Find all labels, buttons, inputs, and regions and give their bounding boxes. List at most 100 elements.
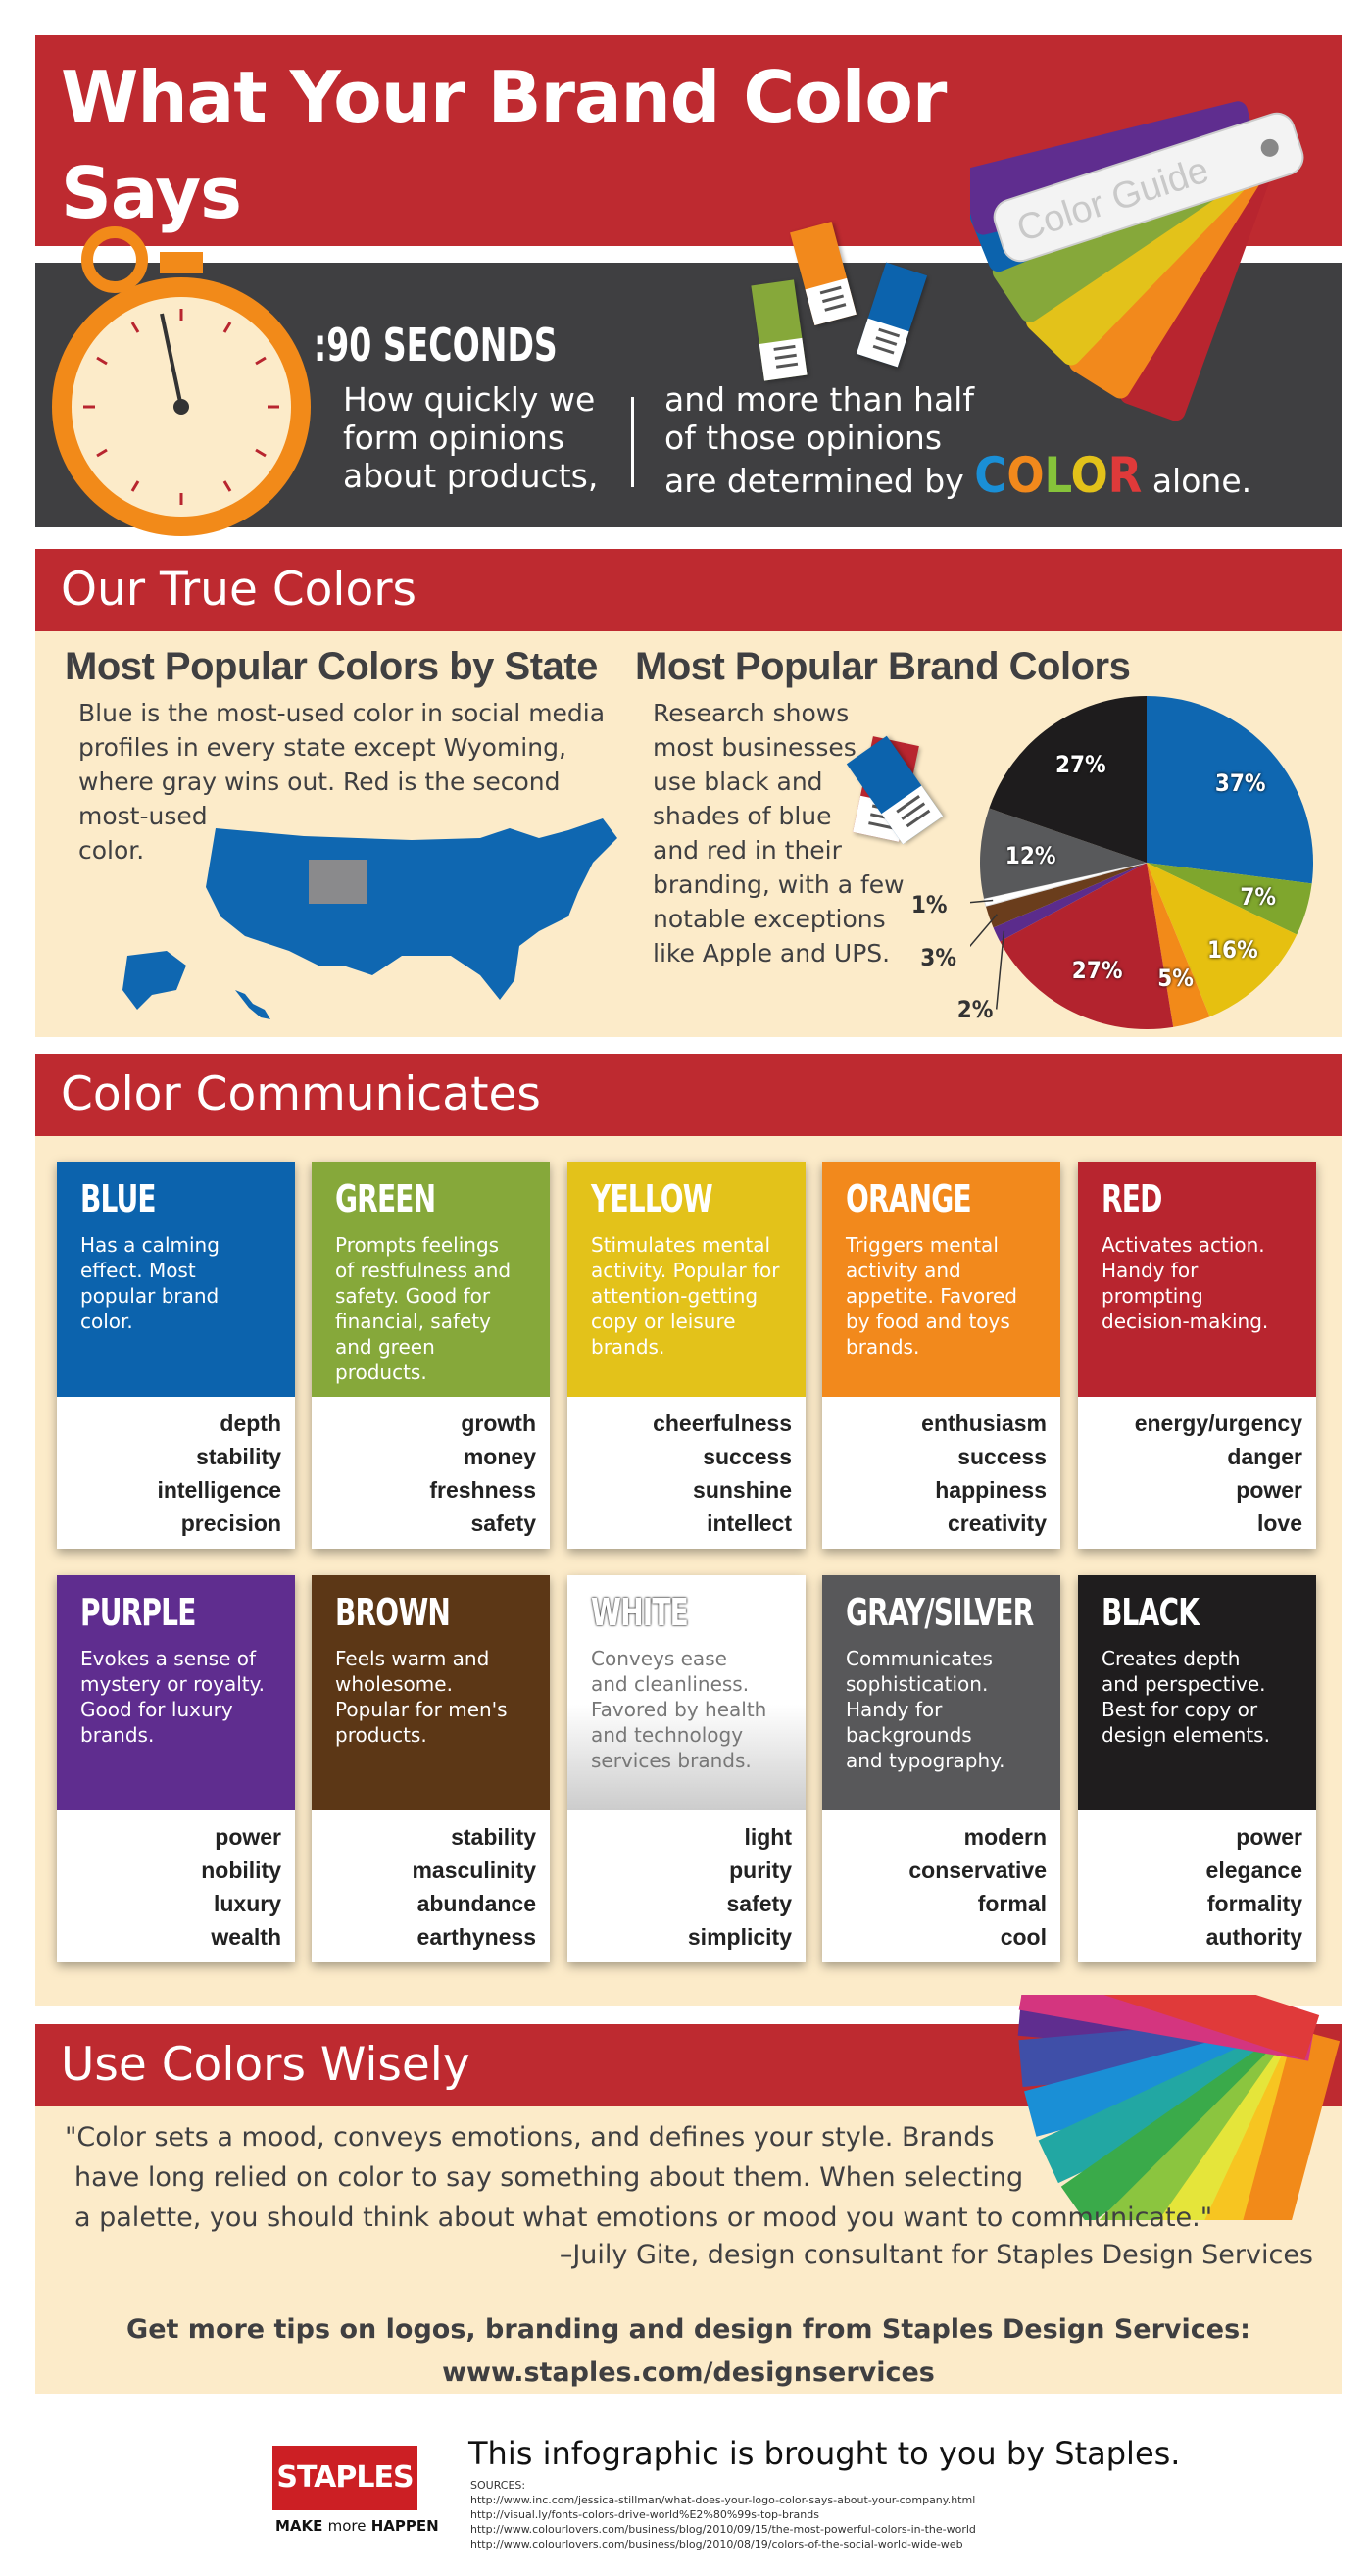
pie-slice [993, 863, 1147, 942]
keyword: cheerfulness [653, 1411, 792, 1436]
keyword: depth [220, 1411, 281, 1436]
designservices-link[interactable]: www.staples.com/designservices [442, 2357, 935, 2388]
keyword: conservative [908, 1858, 1047, 1883]
keyword: freshness [429, 1477, 536, 1503]
keyword: earthyness [416, 1924, 536, 1950]
color-card-name: BROWN [335, 1591, 451, 1634]
brought-by: This infographic is brought to you by St… [468, 2435, 1181, 2472]
color-card-desc: Triggers mental activity and appetite. Fav… [846, 1233, 1017, 1359]
keyword: stability [196, 1444, 281, 1469]
color-card-keywords: enthusiasm success happiness creativity [822, 1397, 1060, 1540]
us-map-icon [122, 818, 617, 1019]
keyword: authority [1205, 1924, 1302, 1950]
color-card-keywords: growth money freshness safety [312, 1397, 550, 1540]
keyword: simplicity [687, 1924, 792, 1950]
color-card-name: RED [1102, 1177, 1162, 1220]
color-card-desc: Communicates sophistication. Handy for back… [846, 1647, 1005, 1772]
keyword: purity [729, 1858, 792, 1883]
stat-right-text: and more than half of those opinions are… [664, 380, 1252, 504]
keyword: precision [180, 1511, 281, 1536]
tips-line: Get more tips on logos, branding and des… [126, 2314, 1250, 2345]
source-link[interactable]: http://www.inc.com/jessica-stillman/what… [470, 2494, 976, 2506]
color-card-desc: Feels warm and wholesome. Popular for men'… [335, 1647, 508, 1747]
color-card-keywords: light purity safety simplicity [567, 1810, 806, 1954]
color-card-gray-silver: GRAY/SILVER Communicates sophistication. Ha… [822, 1575, 1060, 1962]
keyword: love [1256, 1511, 1302, 1536]
keyword: creativity [947, 1511, 1047, 1536]
color-card-keywords: energy/urgency danger power love [1078, 1397, 1316, 1540]
stopwatch-icon [52, 226, 311, 536]
brand-title: Most Popular Brand Colors [635, 645, 1131, 688]
color-card-desc: Creates depth and perspective. Best for co… [1102, 1647, 1270, 1747]
keyword: cool [1000, 1924, 1047, 1950]
pie-slice [1147, 696, 1313, 884]
color-fan-icon [1017, 1995, 1341, 2220]
color-card-green: GREEN Prompts feelings of restfulness and s… [312, 1162, 550, 1549]
source-link[interactable]: http://www.colourlovers.com/business/blo… [470, 2538, 963, 2551]
color-card-orange: ORANGE Triggers mental activity and appetit… [822, 1162, 1060, 1549]
staples-logo[interactable]: STAPLES [272, 2446, 417, 2510]
tips: Get more tips on logos, branding and des… [35, 2308, 1342, 2395]
brand-text: Research shows most businesses use black… [653, 699, 905, 967]
color-card-desc: Prompts feelings of restfulness and safety… [335, 1233, 512, 1384]
keyword: light [744, 1824, 792, 1850]
color-card-keywords: modern conservative formal cool [822, 1810, 1060, 1954]
stat-left-text: How quickly we form opinions about produ… [343, 380, 599, 495]
pie-slice [1147, 863, 1210, 1027]
color-card-desc: Evokes a sense of mystery or royalty. Good… [80, 1647, 265, 1747]
keyword: elegance [1205, 1858, 1302, 1883]
keyword: money [463, 1444, 536, 1469]
keyword: growth [461, 1411, 536, 1436]
true-colors-bar: Our True Colors [35, 549, 1342, 631]
color-guide-fan-icon: Color Guide [970, 101, 1304, 421]
keyword: intellect [707, 1511, 792, 1536]
color-card-name: WHITE [591, 1591, 689, 1634]
color-card-name: GRAY/SILVER [846, 1591, 1034, 1634]
color-card-desc: Activates action. Handy for prompting decis… [1102, 1233, 1269, 1333]
pie-leader-line [970, 914, 998, 948]
pie-leader-line [995, 930, 1005, 1010]
color-card-name: BLACK [1102, 1591, 1200, 1634]
pie-slice [983, 862, 1148, 907]
quote: "Color sets a mood, conveys emotions, an… [65, 2122, 1213, 2233]
pie-slice [1000, 863, 1174, 1029]
color-card-yellow: YELLOW Stimulates mental activity. Popular… [567, 1162, 806, 1549]
source-link[interactable]: http://visual.ly/fonts-colors-drive-worl… [470, 2508, 819, 2521]
color-card-name: PURPLE [80, 1591, 196, 1634]
pie-leader-line [970, 899, 994, 904]
state-title: Most Popular Colors by State [65, 645, 598, 688]
color-card-keywords: depth stability intelligence precision [57, 1397, 295, 1540]
keyword: happiness [935, 1477, 1047, 1503]
keyword: power [1236, 1824, 1302, 1850]
keyword: energy/urgency [1134, 1411, 1302, 1436]
color-card-brown: BROWN Feels warm and wholesome. Popular for… [312, 1575, 550, 1962]
keyword: intelligence [157, 1477, 281, 1503]
section-title: Use Colors Wisely [61, 2038, 470, 2092]
color-word: COLOR [974, 447, 1143, 504]
keyword: success [703, 1444, 792, 1469]
keyword: danger [1227, 1444, 1302, 1469]
keyword: luxury [213, 1891, 281, 1916]
source-link[interactable]: http://www.colourlovers.com/business/blo… [470, 2523, 976, 2536]
brand-colors-pie-chart [970, 696, 1313, 1029]
keyword: success [957, 1444, 1047, 1469]
keyword: modern [963, 1824, 1047, 1850]
color-card-desc: Has a calming effect. Most popular brand co… [80, 1233, 220, 1333]
color-card-name: GREEN [335, 1177, 436, 1220]
keyword: safety [470, 1511, 536, 1536]
keyword: nobility [201, 1858, 281, 1883]
color-card-white: WHITE Conveys ease and cleanliness. Favored… [567, 1575, 806, 1962]
color-card-keywords: cheerfulness success sunshine intellect [567, 1397, 806, 1540]
color-card-blue: BLUE Has a calming effect. Most popular bra… [57, 1162, 295, 1549]
color-card-keywords: power elegance formality authority [1078, 1810, 1316, 1954]
keyword: wealth [211, 1924, 281, 1950]
color-card-name: BLUE [80, 1177, 157, 1220]
keyword: formal [977, 1891, 1047, 1916]
keyword: sunshine [693, 1477, 792, 1503]
color-card-desc: Conveys ease and cleanliness. Favored by h… [591, 1647, 767, 1772]
color-card-black: BLACK Creates depth and perspective. Best f… [1078, 1575, 1316, 1962]
communicates-bar: Color Communicates [35, 1054, 1342, 1136]
keyword: safety [726, 1891, 792, 1916]
quote-attribution: –Juily Gite, design consultant for Stapl… [559, 2240, 1313, 2270]
state-text: Blue is the most-used color in social me… [78, 699, 606, 865]
